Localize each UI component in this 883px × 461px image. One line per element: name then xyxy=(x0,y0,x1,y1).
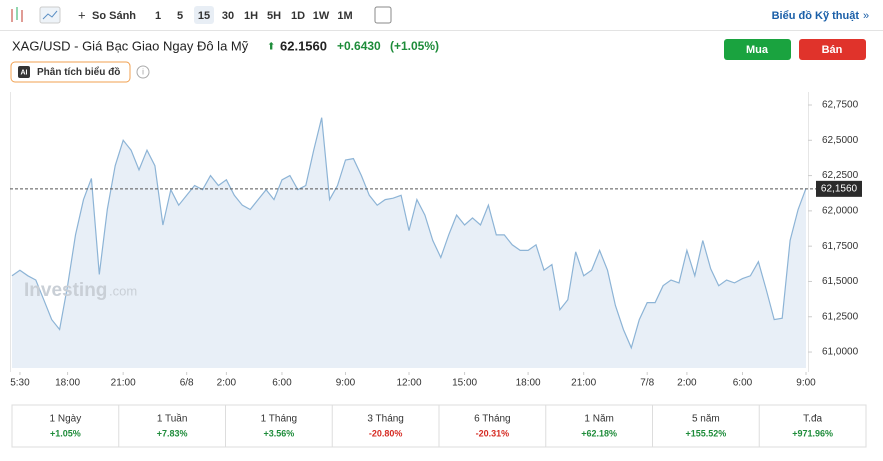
x-tick-label: 9:00 xyxy=(336,378,356,389)
watermark-suffix: .com xyxy=(109,283,137,298)
period-label[interactable]: 6 Tháng xyxy=(474,414,511,425)
x-tick-label: 18:00 xyxy=(55,378,80,389)
change: +0.6430 xyxy=(337,39,381,53)
sell-label: Bán xyxy=(822,44,843,56)
period-label[interactable]: T.đa xyxy=(803,414,822,425)
price-line xyxy=(11,117,807,350)
y-tick-label: 61,2500 xyxy=(822,311,859,322)
period-label[interactable]: 1 Tháng xyxy=(261,414,298,425)
x-tick-label: 9:00 xyxy=(796,378,816,389)
period-change: +1.05% xyxy=(50,428,81,438)
ai-icon xyxy=(18,66,30,78)
interval-button[interactable]: 5H xyxy=(267,10,281,22)
price: 62.1560 xyxy=(280,38,327,53)
interval-button[interactable]: 1H xyxy=(244,10,258,22)
buy-button[interactable] xyxy=(724,39,791,60)
line-chart-glyph xyxy=(42,10,58,20)
y-tick-label: 61,7500 xyxy=(822,241,859,252)
interval-button[interactable]: 1M xyxy=(337,10,352,22)
x-tick-label: 21:00 xyxy=(111,378,136,389)
area-fill xyxy=(12,117,806,368)
period-label[interactable]: 1 Năm xyxy=(584,414,613,425)
last-price-box xyxy=(816,180,862,197)
period-change: +7.83% xyxy=(157,428,188,438)
layout-icon[interactable] xyxy=(374,6,392,24)
info-icon[interactable] xyxy=(136,65,150,79)
technical-link[interactable]: Biểu đồ Kỹ thuật xyxy=(772,10,860,22)
y-tick-label: 61,5000 xyxy=(822,276,859,287)
x-tick-label: 12:00 xyxy=(396,378,421,389)
y-tick-label: 61,0000 xyxy=(822,347,859,358)
candle-icon[interactable] xyxy=(11,7,23,22)
interval-selected xyxy=(194,6,214,24)
compare-button[interactable]: So Sánh xyxy=(92,10,136,22)
chevron: » xyxy=(863,10,869,22)
up-arrow: ⬆ xyxy=(267,42,275,53)
x-tick-label: 21:00 xyxy=(571,378,596,389)
period-change: +62.18% xyxy=(581,428,617,438)
x-tick-label: 6:00 xyxy=(733,378,753,389)
x-tick-label: 5:30 xyxy=(10,378,30,389)
y-tick-label: 62,2500 xyxy=(822,170,859,181)
period-change: +3.56% xyxy=(263,428,294,438)
period-change: -20.31% xyxy=(476,428,510,438)
period-label[interactable]: 1 Ngày xyxy=(50,414,82,425)
interval-button[interactable]: 1 xyxy=(155,10,161,22)
x-tick-label: 2:00 xyxy=(677,378,697,389)
x-tick-label: 15:00 xyxy=(452,378,477,389)
x-tick-label: 18:00 xyxy=(516,378,541,389)
x-tick-label: 7/8 xyxy=(640,378,654,389)
info-glyph: i xyxy=(142,68,144,77)
interval-button[interactable]: 1W xyxy=(313,10,330,22)
x-tick-label: 6/8 xyxy=(180,378,194,389)
x-tick-label: 6:00 xyxy=(272,378,292,389)
period-change: -20.80% xyxy=(369,428,403,438)
period-change: +155.52% xyxy=(685,428,726,438)
sell-button[interactable] xyxy=(799,39,866,60)
ai-glyph: AI xyxy=(21,69,28,76)
analysis-label: Phân tích biểu đồ xyxy=(37,66,120,78)
watermark-brand: Investing xyxy=(24,280,107,301)
period-label[interactable]: 3 Tháng xyxy=(367,414,404,425)
interval-button[interactable]: 1D xyxy=(291,10,305,22)
x-tick-label: 2:00 xyxy=(217,378,237,389)
buy-label: Mua xyxy=(746,44,769,56)
interval-button[interactable]: 5 xyxy=(177,10,183,22)
y-tick-label: 62,0000 xyxy=(822,206,859,217)
y-tick-label: 62,7500 xyxy=(822,100,859,111)
last-price-label: 62,1560 xyxy=(821,183,858,194)
interval-button[interactable]: 30 xyxy=(222,10,234,22)
analysis-button[interactable] xyxy=(10,61,131,83)
plus-icon: + xyxy=(78,7,86,22)
period-label[interactable]: 5 năm xyxy=(692,414,720,425)
interval-button[interactable]: 15 xyxy=(198,10,210,22)
period-label[interactable]: 1 Tuần xyxy=(157,413,188,425)
change-pct: (+1.05%) xyxy=(390,39,439,53)
period-change: +971.96% xyxy=(792,428,833,438)
y-tick-label: 62,5000 xyxy=(822,135,859,146)
instrument-title: XAG/USD - Giá Bạc Giao Ngay Đô la Mỹ xyxy=(12,38,249,53)
